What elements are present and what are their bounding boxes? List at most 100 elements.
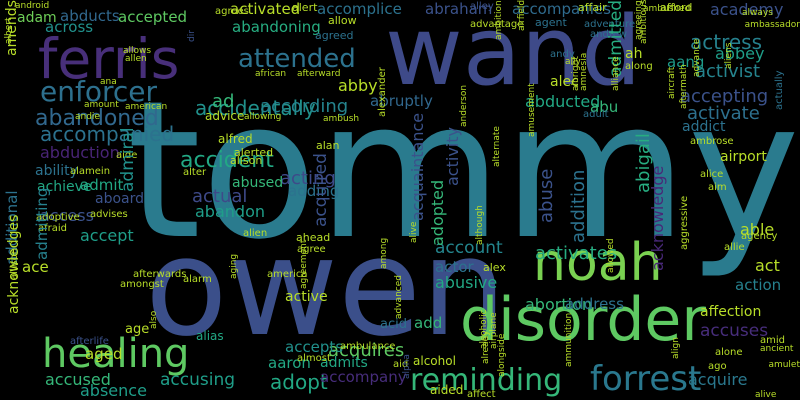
cloud-word: affect — [467, 389, 496, 400]
cloud-word: accuses — [700, 321, 769, 341]
cloud-word: abby — [338, 76, 378, 95]
cloud-word: accepted — [118, 8, 188, 26]
cloud-word: accepts — [285, 338, 344, 356]
cloud-word: achieve — [37, 179, 92, 195]
cloud-word: tommy — [126, 60, 800, 281]
cloud-word: aircraft — [667, 66, 677, 99]
cloud-word: allows — [123, 46, 152, 56]
cloud-word: alice — [700, 169, 724, 180]
cloud-word: amid — [760, 335, 785, 346]
cloud-word: ferris — [38, 27, 180, 91]
cloud-word: noah — [533, 233, 663, 293]
cloud-word: adding — [288, 182, 340, 200]
cloud-word: accompanies — [512, 0, 611, 18]
cloud-word: allison — [9, 247, 20, 280]
cloud-word: act — [755, 256, 780, 275]
cloud-word: ana — [100, 77, 117, 87]
cloud-word: agreeing — [634, 0, 644, 40]
cloud-word: abducted — [525, 92, 601, 111]
cloud-word: along — [625, 61, 653, 72]
cloud-word: ancient — [760, 344, 794, 354]
cloud-word: abandoning — [232, 18, 321, 36]
cloud-word: account — [435, 238, 503, 258]
cloud-word: alter — [183, 167, 207, 178]
cloud-word: albert — [4, 17, 14, 45]
cloud-word: accused — [45, 370, 111, 389]
cloud-word: alien — [243, 228, 268, 239]
cloud-word: alone — [715, 347, 743, 358]
cloud-word: aim — [708, 182, 727, 193]
cloud-word: alliance — [611, 56, 621, 91]
cloud-word: ahead — [296, 231, 331, 244]
cloud-word: absence — [80, 381, 147, 400]
cloud-word: actress — [690, 30, 763, 54]
cloud-word: andrew — [590, 29, 628, 40]
cloud-word: affair — [578, 1, 607, 14]
cloud-word: alison — [230, 154, 263, 167]
cloud-word: adventure — [584, 19, 636, 30]
cloud-word: also — [149, 310, 159, 329]
cloud-word: aliens — [724, 42, 734, 69]
cloud-word: academy — [710, 0, 784, 19]
cloud-word: accomplice — [317, 0, 402, 18]
cloud-word: alarm — [183, 274, 212, 285]
cloud-word: align — [671, 337, 681, 359]
cloud-word: abraham — [425, 0, 493, 18]
cloud-word: allow — [328, 14, 357, 27]
cloud-word: ambush — [323, 114, 360, 124]
cloud-word: ad — [212, 91, 235, 112]
cloud-word: among — [379, 237, 389, 269]
cloud-word: address — [565, 295, 624, 313]
cloud-word: ally — [565, 57, 581, 67]
cloud-word: advice — [205, 109, 245, 123]
cloud-word: age — [125, 322, 150, 337]
cloud-word: activate — [687, 103, 760, 124]
cloud-word: enforcer — [40, 75, 157, 108]
cloud-word: ago — [708, 361, 727, 372]
cloud-word: acquaintance — [408, 112, 427, 221]
cloud-word: actually — [774, 70, 785, 111]
cloud-word: abandoned — [35, 106, 159, 131]
cloud-word: wand — [385, 0, 642, 107]
cloud-word: afterwards — [133, 269, 187, 280]
cloud-word: action — [735, 276, 782, 294]
cloud-word: disorder — [460, 285, 707, 355]
cloud-word: advantage — [470, 19, 524, 30]
cloud-word: alive — [755, 390, 777, 400]
cloud-word: activity — [443, 127, 462, 186]
cloud-word: acknowledge — [648, 165, 667, 271]
cloud-word: ace — [22, 258, 49, 276]
cloud-word: aggressive — [679, 195, 690, 250]
cloud-word: actor — [435, 258, 474, 276]
cloud-word: activist — [695, 61, 761, 82]
cloud-word: accepting — [680, 86, 769, 107]
cloud-word: activated — [230, 0, 301, 18]
cloud-word: aftermath — [679, 64, 689, 109]
cloud-word: android — [15, 1, 50, 11]
cloud-word: attended — [238, 44, 356, 74]
cloud-word: agree — [297, 244, 326, 255]
cloud-word: agreement — [299, 239, 309, 289]
cloud-word: allowing — [244, 112, 282, 122]
cloud-word: aging — [229, 253, 239, 279]
cloud-word: american — [125, 102, 168, 112]
cloud-word: acid — [380, 317, 407, 332]
cloud-word: according — [260, 96, 349, 117]
cloud-word: admits — [320, 355, 368, 371]
cloud-word: adopt — [270, 370, 328, 394]
cloud-word: accept — [80, 226, 134, 245]
cloud-word: alamein — [70, 166, 111, 177]
cloud-word: ambulance — [340, 341, 396, 352]
cloud-word: ambassador — [744, 20, 800, 30]
cloud-word: alcohol — [413, 354, 456, 368]
cloud-word: alexander — [377, 67, 388, 117]
cloud-word: airport — [720, 149, 767, 165]
cloud-word: alert — [292, 1, 318, 14]
cloud-word: alive — [409, 221, 419, 243]
cloud-word: accusing — [160, 370, 236, 390]
cloud-word: abused — [232, 175, 284, 191]
cloud-word: african — [255, 69, 287, 79]
cloud-word: forrest — [590, 359, 702, 399]
cloud-word: ambushed — [643, 4, 691, 14]
cloud-word: ambrose — [690, 136, 734, 147]
